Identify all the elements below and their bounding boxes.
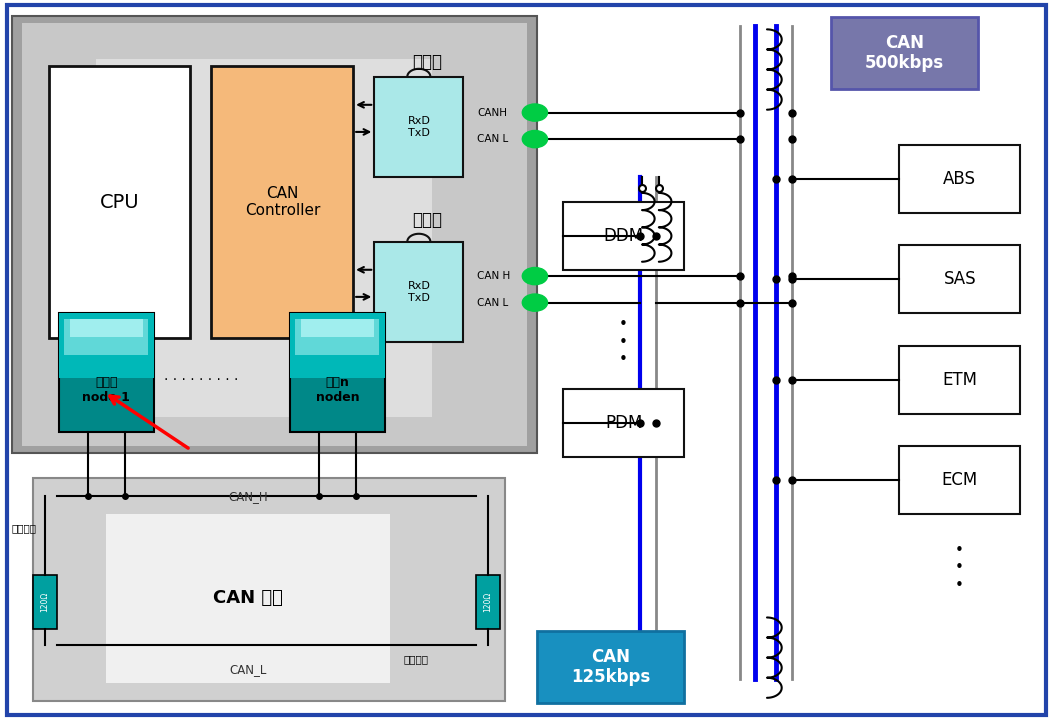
FancyBboxPatch shape: [563, 389, 684, 456]
Text: PDM: PDM: [605, 414, 642, 432]
Text: •
•
•: • • •: [955, 543, 963, 593]
Text: ABS: ABS: [943, 170, 976, 188]
FancyBboxPatch shape: [64, 319, 148, 355]
Text: SAS: SAS: [943, 270, 976, 288]
FancyBboxPatch shape: [33, 478, 505, 701]
Text: CAN L: CAN L: [477, 134, 509, 144]
Circle shape: [522, 267, 548, 284]
Text: 收发器: 收发器: [412, 211, 441, 229]
FancyBboxPatch shape: [537, 631, 684, 703]
Circle shape: [522, 104, 548, 121]
Text: ETM: ETM: [942, 371, 977, 389]
Text: 节点n
noden: 节点n noden: [316, 377, 359, 405]
FancyBboxPatch shape: [291, 313, 384, 379]
Text: ECM: ECM: [941, 471, 978, 489]
FancyBboxPatch shape: [59, 313, 154, 379]
Text: CAN_H: CAN_H: [229, 490, 269, 503]
Text: 终端电阻: 终端电阻: [403, 654, 429, 664]
FancyBboxPatch shape: [831, 17, 978, 89]
FancyBboxPatch shape: [12, 16, 537, 453]
Text: 120Ω: 120Ω: [483, 592, 493, 612]
Text: CAN
125kbps: CAN 125kbps: [571, 647, 650, 686]
FancyBboxPatch shape: [563, 202, 684, 270]
FancyBboxPatch shape: [59, 313, 154, 432]
Text: CAN 总线: CAN 总线: [214, 589, 283, 607]
Circle shape: [522, 130, 548, 148]
FancyBboxPatch shape: [374, 242, 463, 342]
FancyBboxPatch shape: [48, 66, 191, 338]
FancyBboxPatch shape: [96, 59, 432, 418]
Text: CAN H: CAN H: [477, 271, 511, 281]
FancyBboxPatch shape: [899, 446, 1020, 514]
FancyBboxPatch shape: [899, 145, 1020, 213]
Text: CPU: CPU: [100, 193, 139, 212]
Text: RxD
TxD: RxD TxD: [408, 281, 431, 302]
Circle shape: [522, 294, 548, 311]
Text: CANH: CANH: [477, 107, 508, 117]
FancyBboxPatch shape: [22, 23, 526, 446]
Text: CAN_L: CAN_L: [230, 663, 266, 676]
FancyBboxPatch shape: [33, 575, 57, 629]
FancyBboxPatch shape: [69, 319, 143, 337]
Text: CAN L: CAN L: [477, 297, 509, 307]
FancyBboxPatch shape: [899, 246, 1020, 313]
FancyBboxPatch shape: [212, 66, 353, 338]
Text: CAN
500kbps: CAN 500kbps: [865, 34, 945, 73]
Text: 终端电阻: 终端电阻: [12, 523, 37, 534]
Text: DDM: DDM: [603, 228, 643, 246]
Text: •
•
•: • • •: [619, 318, 628, 367]
Text: RxD
TxD: RxD TxD: [408, 116, 431, 138]
Text: CAN
Controller: CAN Controller: [244, 186, 320, 218]
Text: 节点一
node 1: 节点一 node 1: [82, 377, 131, 405]
FancyBboxPatch shape: [374, 77, 463, 177]
Text: . . . . . . . . .: . . . . . . . . .: [164, 369, 238, 383]
FancyBboxPatch shape: [296, 319, 379, 355]
Text: 120Ω: 120Ω: [40, 592, 49, 612]
FancyBboxPatch shape: [291, 313, 384, 432]
FancyBboxPatch shape: [106, 514, 390, 683]
Text: 收发器: 收发器: [412, 53, 441, 71]
FancyBboxPatch shape: [899, 346, 1020, 414]
FancyBboxPatch shape: [476, 575, 500, 629]
FancyBboxPatch shape: [301, 319, 374, 337]
